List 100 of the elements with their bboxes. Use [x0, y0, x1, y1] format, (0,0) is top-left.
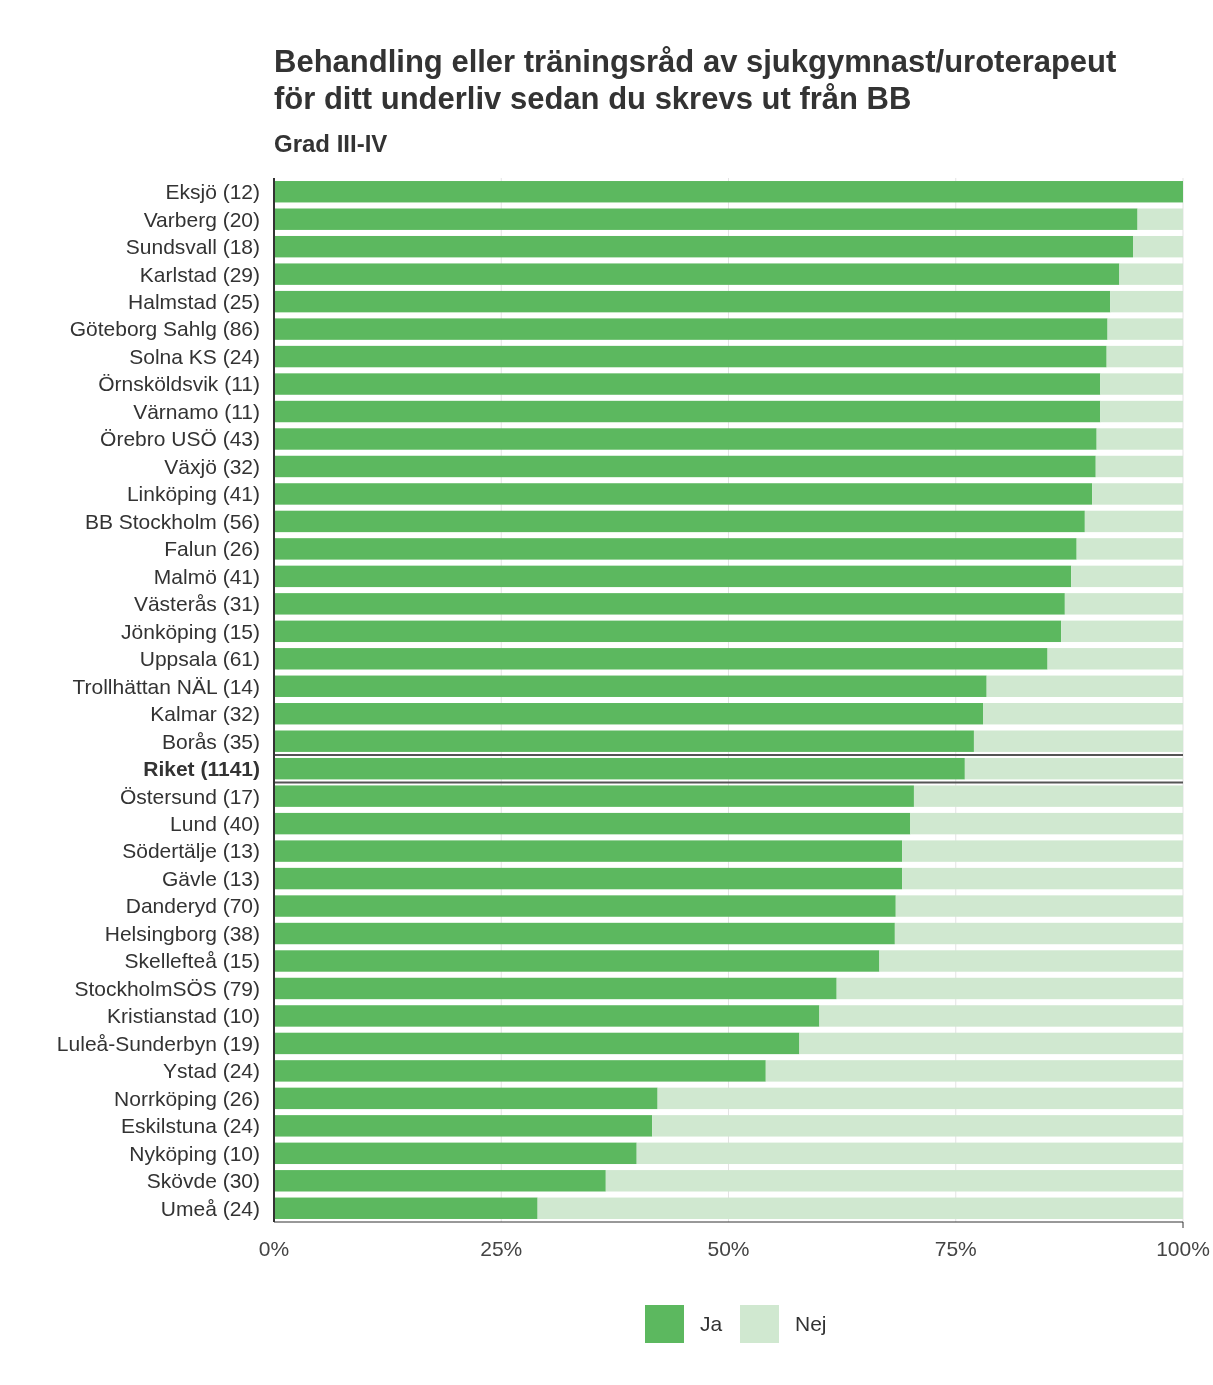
bar: [274, 290, 1111, 313]
bar: [902, 840, 1183, 862]
bar: [964, 757, 1183, 780]
bar: [274, 235, 1134, 258]
bar: [765, 1060, 1183, 1082]
y-tick-label: Uppsala (61): [139, 647, 260, 671]
chart-subtitle: Grad III-IV: [274, 130, 388, 157]
bar: [1107, 318, 1183, 340]
bar: [274, 593, 1065, 615]
bar: [274, 483, 1093, 505]
x-tick-label: 75%: [934, 1237, 977, 1260]
bar: [274, 318, 1108, 340]
bar: [274, 730, 974, 752]
bar: [636, 1142, 1183, 1165]
y-tick-label: Karlstad (29): [139, 262, 260, 286]
y-tick-label: Linköping (41): [126, 482, 260, 506]
bar: [879, 950, 1183, 972]
y-tick-label: Solna KS (24): [129, 344, 260, 368]
bar: [1076, 538, 1183, 560]
y-tick-label: Falun (26): [164, 537, 260, 561]
bar: [799, 1032, 1183, 1055]
legend-label: Ja: [700, 1312, 723, 1336]
bar: [605, 1170, 1183, 1192]
legend-label: Nej: [795, 1312, 827, 1336]
y-tick-label: Kalmar (32): [150, 702, 260, 726]
bar: [274, 757, 965, 780]
chart-title: Behandling eller träningsråd av sjukgymnast/uroterapeut för ditt underliv sedan du skrevs ut från BB: [274, 44, 1117, 116]
bar: [274, 1170, 606, 1192]
bar: [537, 1197, 1183, 1219]
y-tick-label: Norrköping (26): [114, 1086, 260, 1110]
x-tick-label: 50%: [707, 1237, 750, 1260]
bar: [274, 1197, 538, 1219]
bar: [274, 1142, 637, 1165]
y-tick-label: Luleå-Sunderbyn (19): [56, 1031, 260, 1055]
y-tick-label: Borås (35): [161, 729, 260, 753]
bar: [274, 400, 1101, 423]
bar: [274, 263, 1120, 285]
bar: [973, 730, 1183, 752]
y-tick-label: Ystad (24): [163, 1059, 260, 1083]
bar: [274, 895, 896, 917]
y-tick-label: Örnsköldsvik (11): [98, 372, 260, 396]
bar: [274, 1087, 658, 1110]
bar: [274, 703, 984, 725]
bar: [274, 181, 1183, 203]
bar: [274, 538, 1077, 560]
bar: [836, 977, 1183, 1000]
bar: [1047, 648, 1183, 670]
bar: [652, 1115, 1183, 1137]
bar: [274, 373, 1101, 395]
bar: [894, 922, 1183, 945]
bar: [274, 977, 837, 1000]
bar: [274, 675, 987, 697]
y-tick-label: Riket (1141): [143, 757, 260, 781]
y-tick-label: Nyköping (10): [129, 1141, 260, 1165]
bar: [986, 675, 1183, 697]
y-tick-label: Värnamo (11): [133, 399, 260, 423]
y-tick-label: Trollhättan NÄL (14): [72, 674, 260, 698]
bar: [902, 867, 1183, 890]
y-tick-label: Eskilstuna (24): [121, 1114, 260, 1138]
bar: [274, 648, 1048, 670]
bar: [895, 895, 1183, 917]
y-tick-label: Gävle (13): [161, 866, 260, 890]
bar: [274, 1005, 820, 1027]
x-tick-label: 100%: [1156, 1237, 1210, 1260]
bar: [274, 840, 903, 862]
bar: [983, 703, 1183, 725]
x-tick-label: 0%: [258, 1237, 290, 1260]
y-tick-label: Lund (40): [170, 811, 260, 835]
bar: [274, 1060, 766, 1082]
bar: [274, 1115, 653, 1137]
y-tick-label: Örebro USÖ (43): [100, 427, 260, 451]
bar: [274, 812, 911, 835]
y-tick-label: Skellefteå (15): [124, 949, 260, 973]
y-tick-label: Södertälje (13): [122, 839, 260, 863]
y-tick-label: Västerås (31): [133, 592, 260, 616]
bar: [274, 620, 1062, 643]
bar: [1106, 345, 1183, 368]
bar: [1110, 290, 1183, 313]
bar: [1133, 235, 1183, 258]
y-tick-label: Växjö (32): [164, 454, 260, 478]
bar: [1064, 593, 1183, 615]
y-tick-label: BB Stockholm (56): [84, 509, 260, 533]
y-tick-label: Skövde (30): [146, 1169, 260, 1193]
y-tick-label: Eksjö (12): [165, 180, 260, 204]
bar: [1061, 620, 1183, 643]
bar: [1096, 428, 1184, 450]
bar: [274, 867, 903, 890]
bar: [274, 455, 1096, 478]
bar: [274, 1032, 800, 1055]
y-tick-label: Sundsvall (18): [125, 235, 260, 259]
y-tick-label: Helsingborg (38): [104, 921, 260, 945]
bar: [910, 812, 1183, 835]
bar: [1100, 373, 1183, 395]
y-tick-label: Malmö (41): [153, 564, 260, 588]
y-tick-label: Göteborg Sahlg (86): [69, 317, 260, 341]
bar: [1092, 483, 1183, 505]
bar: [1095, 455, 1183, 478]
bar: [274, 208, 1138, 230]
y-tick-label: Varberg (20): [143, 207, 260, 231]
bar: [274, 950, 880, 972]
